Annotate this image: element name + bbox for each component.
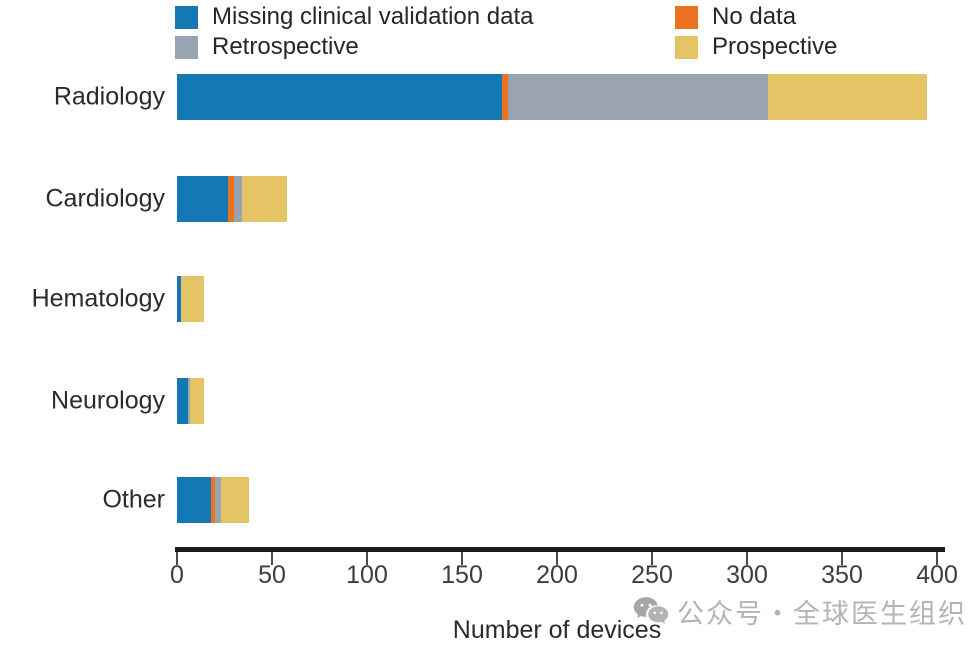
x-axis-tick <box>936 552 938 565</box>
wechat-icon <box>633 597 669 624</box>
x-axis-tick <box>841 552 843 565</box>
x-axis-tick-label: 300 <box>726 561 768 589</box>
x-axis-tick <box>461 552 463 565</box>
x-axis-tick-label: 200 <box>536 561 578 589</box>
legend-item-retrospective: Retrospective <box>175 34 359 60</box>
x-axis-title: Number of devices <box>452 616 662 644</box>
x-axis-tick-label: 100 <box>346 561 388 589</box>
watermark-text: 公众号・全球医生组织 <box>677 599 967 629</box>
x-axis-tick-label: 50 <box>258 561 286 589</box>
legend-label: Prospective <box>712 33 838 60</box>
bar-segment <box>188 378 191 424</box>
legend-label: No data <box>712 3 797 30</box>
x-axis-tick <box>366 552 368 565</box>
legend-swatch-prospective <box>675 35 698 59</box>
x-axis-tick-label: 350 <box>821 561 863 589</box>
legend-swatch-missing <box>175 5 198 29</box>
x-axis-tick <box>556 552 558 565</box>
bar-segment <box>177 378 189 424</box>
x-axis-tick <box>176 552 178 565</box>
legend-item-no-data: No data <box>675 4 796 30</box>
bar-segment <box>234 176 242 222</box>
legend-swatch-retrospective <box>175 35 198 59</box>
x-axis-tick-label: 400 <box>916 561 958 589</box>
x-axis-tick <box>746 552 748 565</box>
bar-segment <box>177 74 502 120</box>
bar-segment <box>211 477 215 523</box>
bar-segment <box>241 176 288 222</box>
x-axis-line <box>175 547 945 552</box>
bar-segment <box>220 477 250 523</box>
bar-segment <box>177 276 181 322</box>
bar-segment <box>215 477 221 523</box>
bar-segment <box>507 74 768 120</box>
legend-item-prospective: Prospective <box>675 34 837 60</box>
x-axis-tick <box>651 552 653 565</box>
x-axis-tick <box>271 552 273 565</box>
category-label-other: Other <box>102 485 165 514</box>
bar-segment <box>501 74 508 120</box>
category-label-neurology: Neurology <box>51 386 165 415</box>
legend-swatch-no-data <box>675 5 698 29</box>
legend-label: Retrospective <box>212 33 359 60</box>
legend-label: Missing clinical validation data <box>212 3 534 30</box>
bar-segment <box>767 74 928 120</box>
bar-segment <box>177 477 212 523</box>
x-axis-tick-label: 150 <box>441 561 483 589</box>
legend-item-missing-clinical-validation: Missing clinical validation data <box>175 4 534 30</box>
watermark: 公众号・全球医生组织 <box>633 592 967 631</box>
category-label-hematology: Hematology <box>31 284 165 313</box>
bar-segment <box>177 176 229 222</box>
x-axis-tick-label: 0 <box>170 561 184 589</box>
bar-segment <box>228 176 234 222</box>
category-label-cardiology: Cardiology <box>45 184 165 213</box>
category-label-radiology: Radiology <box>53 82 165 111</box>
x-axis-tick-label: 250 <box>631 561 673 589</box>
bar-segment <box>190 378 204 424</box>
bar-segment <box>180 276 204 322</box>
